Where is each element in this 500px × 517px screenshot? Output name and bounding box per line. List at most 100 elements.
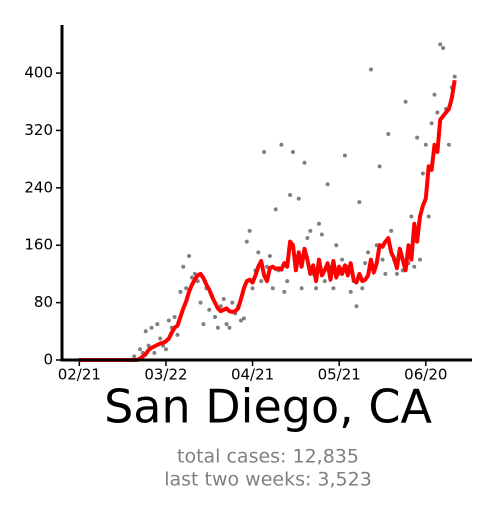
daily-point — [308, 228, 313, 233]
daily-point — [418, 257, 423, 262]
average-line — [79, 79, 457, 362]
daily-point — [285, 279, 290, 284]
daily-point — [354, 304, 359, 309]
daily-point — [230, 300, 235, 305]
daily-point — [316, 221, 321, 226]
x-tick-label: 06/20 — [404, 366, 447, 384]
daily-point — [224, 322, 229, 327]
daily-point — [446, 142, 451, 147]
daily-point — [244, 239, 249, 244]
x-tick-label: 02/21 — [58, 366, 101, 384]
daily-point — [322, 279, 327, 284]
daily-point — [415, 135, 420, 140]
x-tick-label: 05/21 — [318, 366, 361, 384]
daily-point — [227, 325, 232, 330]
y-tick-label: 400 — [24, 64, 53, 82]
daily-point — [207, 307, 212, 312]
daily-point — [409, 214, 414, 219]
daily-point — [394, 271, 399, 276]
daily-point — [181, 264, 186, 269]
daily-point — [282, 289, 287, 294]
daily-point — [201, 322, 206, 327]
total-cases: total cases: 12,835 — [177, 446, 359, 468]
y-tick-label: 320 — [24, 121, 53, 139]
last-two-weeks: last two weeks: 3,523 — [164, 469, 372, 491]
daily-point — [389, 228, 394, 233]
daily-point — [296, 196, 301, 201]
x-tick-label: 04/21 — [231, 366, 274, 384]
daily-point — [340, 257, 345, 262]
daily-point — [452, 74, 457, 79]
daily-point — [215, 325, 220, 330]
daily-point — [380, 257, 385, 262]
daily-point — [175, 332, 180, 337]
daily-point — [403, 99, 408, 104]
x-tick-label: 03/22 — [144, 366, 187, 384]
daily-point — [247, 228, 252, 233]
daily-point — [325, 182, 330, 187]
daily-point — [438, 42, 443, 47]
daily-point — [357, 200, 362, 205]
y-tick-label: 80 — [34, 293, 53, 311]
daily-point — [383, 271, 388, 276]
daily-point — [331, 286, 336, 291]
daily-point — [426, 214, 431, 219]
daily-point — [155, 322, 160, 327]
daily-point — [149, 325, 154, 330]
daily-point — [172, 314, 177, 319]
daily-point — [348, 289, 353, 294]
daily-point — [334, 243, 339, 248]
daily-point — [221, 297, 226, 302]
daily-point — [386, 132, 391, 137]
daily-point — [152, 350, 157, 355]
daily-point — [366, 250, 371, 255]
daily-point — [163, 347, 168, 352]
daily-point — [158, 336, 163, 341]
daily-point — [239, 318, 244, 323]
daily-point — [270, 286, 275, 291]
daily-point — [213, 314, 218, 319]
daily-point — [290, 149, 295, 154]
daily-point — [132, 354, 137, 359]
daily-point — [218, 304, 223, 309]
daily-point — [441, 45, 446, 50]
daily-point — [305, 236, 310, 241]
daily-point — [363, 261, 368, 266]
daily-point — [187, 253, 192, 258]
daily-point — [259, 279, 264, 284]
daily-point — [198, 300, 203, 305]
daily-point — [314, 286, 319, 291]
y-tick-label: 160 — [24, 236, 53, 254]
daily-point — [420, 171, 425, 176]
y-tick-label: 240 — [24, 178, 53, 196]
daily-point — [432, 92, 437, 97]
daily-point — [273, 207, 278, 212]
daily-point — [435, 110, 440, 115]
y-tick-label: 0 — [43, 351, 53, 369]
daily-point — [143, 329, 148, 334]
daily-point — [241, 316, 246, 321]
daily-point — [302, 160, 307, 165]
daily-point — [360, 286, 365, 291]
daily-point — [256, 250, 261, 255]
daily-point — [166, 318, 171, 323]
chart-title: San Diego, CA — [104, 380, 432, 434]
daily-point — [178, 289, 183, 294]
daily-point — [250, 286, 255, 291]
daily-point — [288, 193, 293, 198]
daily-point — [267, 253, 272, 258]
daily-point — [423, 142, 428, 147]
daily-point — [377, 164, 382, 169]
daily-point — [146, 343, 151, 348]
daily-point — [184, 286, 189, 291]
daily-point — [262, 149, 267, 154]
daily-point — [299, 286, 304, 291]
daily-point — [342, 153, 347, 158]
daily-point — [429, 121, 434, 126]
daily-point — [137, 347, 142, 352]
daily-point — [279, 142, 284, 147]
daily-point — [189, 275, 194, 280]
daily-point — [319, 232, 324, 237]
daily-point — [368, 67, 373, 72]
